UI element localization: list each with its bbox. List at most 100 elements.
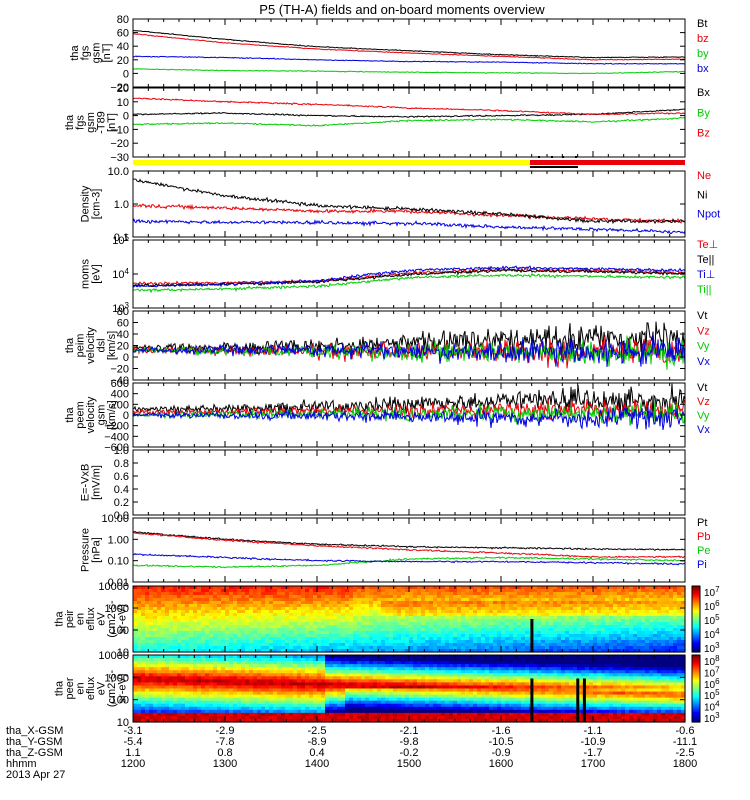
ephemeris-value: -2.1 (400, 725, 419, 737)
ylabel-line: Density (80, 185, 92, 222)
mode-bar-slow-survey (133, 160, 530, 165)
ylabel-line: moms (80, 259, 92, 289)
ytick-label: 0 (123, 352, 129, 364)
legend-p5-3: Vx (697, 356, 710, 368)
series-line-p3-0 (132, 203, 686, 224)
ylabel-line: [km/s] (106, 331, 118, 360)
ytick-label: −200 (104, 421, 129, 433)
ylabel-line: tha (64, 114, 76, 130)
series-line-p4-2 (132, 265, 686, 288)
ylabel-p6: thapeemvelocitygsm[km/s] (64, 396, 118, 433)
ephemeris-value: 1800 (673, 758, 697, 770)
ylabel-line: en (75, 613, 87, 625)
ytick-label: 0.4 (114, 484, 129, 496)
ytick-label: 10000 (98, 650, 129, 662)
ytick-label: 40 (117, 41, 129, 53)
ylabel-line: dsl (96, 338, 108, 352)
ylabel-p1: thafgsgsm[nT] (69, 43, 113, 64)
ylabel-line: gsm (85, 112, 97, 133)
colorbar-frame (691, 585, 701, 653)
ytick-label: 10.00 (101, 513, 129, 525)
ylabel-line: peim (75, 334, 87, 358)
spectrogram-p9 (133, 586, 686, 653)
series-line-p1-1 (132, 33, 686, 61)
ylabel-line: E=-VxB (80, 464, 92, 502)
ephemeris-value: -7.8 (216, 736, 235, 748)
ylabel-line: fgs (80, 45, 92, 60)
ylabel-line: (cm2-s- (106, 600, 118, 638)
legend-p8-0: Pt (697, 517, 707, 529)
ytick-label: 40 (117, 329, 129, 341)
ytick-label: 0 (123, 68, 129, 80)
ytick-label: 0.01 (108, 577, 129, 589)
series-line-p1-0 (132, 30, 685, 59)
ytick-label: 400 (111, 389, 129, 401)
panel-p2: Bx By Bz 20 10 0−10 −20 −30 thafgsgsm-T89[nT] (64, 83, 710, 164)
ylabel-line: -T89 (96, 111, 108, 134)
ylabel-line: eflux (85, 607, 97, 631)
series-line-p1-2 (132, 68, 685, 75)
ephemeris-row-label: tha_Y-GSM (6, 736, 62, 748)
legend-p1-3: bx (697, 63, 709, 75)
ylabel-line: [eV] (90, 264, 102, 284)
data-gap-marker (530, 619, 534, 652)
legend-p6-3: Vx (697, 424, 710, 436)
ytick-label: −600 (104, 442, 129, 454)
ytick-label: 0.6 (114, 471, 129, 483)
series-line-p8-1 (132, 531, 686, 559)
ylabel-line: gsm (96, 405, 108, 426)
legend-p3-0: Ne (697, 170, 711, 182)
legend-p5-0: Vt (697, 310, 707, 322)
panel-p10: 10810710610510410310000100010010thapeere… (54, 650, 721, 729)
ytick-label: 0.1 (114, 232, 129, 244)
ylabel-line: tha (64, 406, 76, 422)
ylabel-line: [nT] (101, 44, 113, 63)
ytick-label: 1000 (105, 603, 129, 615)
ytick-label: 0 (123, 410, 129, 422)
ephemeris-value: 1.1 (125, 747, 140, 759)
legend-p1-0: Bt (697, 18, 707, 30)
ylabel-line: Pressure (80, 528, 92, 572)
ephemeris-value: -2.9 (216, 725, 235, 737)
ylabel-line: [km/s] (106, 400, 118, 429)
ytick-label: 20 (117, 55, 129, 67)
mode-bar-fast-survey (530, 160, 685, 165)
ephemeris-value: 0.4 (309, 747, 324, 759)
ytick-label: 0.0 (114, 510, 129, 522)
ephemeris-value: -0.6 (676, 725, 695, 737)
ylabel-line: tha (64, 337, 76, 353)
ylabel-line: [cm-3] (90, 189, 102, 220)
ytick-label: 80 (117, 14, 129, 26)
ytick-label: 80 (117, 306, 129, 318)
ylabel-line: [mV/m] (90, 465, 102, 500)
series-line-p3-1 (133, 178, 686, 225)
data-gap-marker (582, 678, 586, 723)
legend-p1-2: by (697, 48, 709, 60)
figure-title: P5 (TH-A) fields and on-board moments ov… (259, 2, 545, 17)
ytick-label: 0 (123, 111, 129, 123)
legend-p5-1: Vz (697, 325, 710, 337)
legend-p3-1: Ni (697, 189, 707, 201)
ephemeris-value: 1300 (213, 758, 237, 770)
ylabel-p10: thapeerenefluxeV(cm2-s-sr-eV) (54, 670, 129, 708)
ylabel-line: en (75, 682, 87, 694)
legend-p4-2: Ti⊥ (697, 269, 715, 281)
ytick-label: 1.0 (114, 199, 129, 211)
ylabel-line: gsm (90, 43, 102, 64)
legend-p4-0: Te⊥ (697, 239, 718, 251)
ephemeris-value: -3.1 (124, 725, 143, 737)
ephemeris-value: -1.6 (492, 725, 511, 737)
ylabel-line: eV (96, 681, 108, 695)
series-line-p2-2 (132, 97, 686, 116)
legend-p8-3: Pi (697, 559, 707, 571)
ylabel-line: peem (75, 401, 87, 429)
ephemeris-value: -2.5 (676, 747, 695, 759)
ytick-label: 60 (117, 318, 129, 330)
spectrogram-p10 (133, 655, 686, 723)
ytick-label: −30 (110, 152, 129, 164)
ytick-label: 10 (117, 97, 129, 109)
